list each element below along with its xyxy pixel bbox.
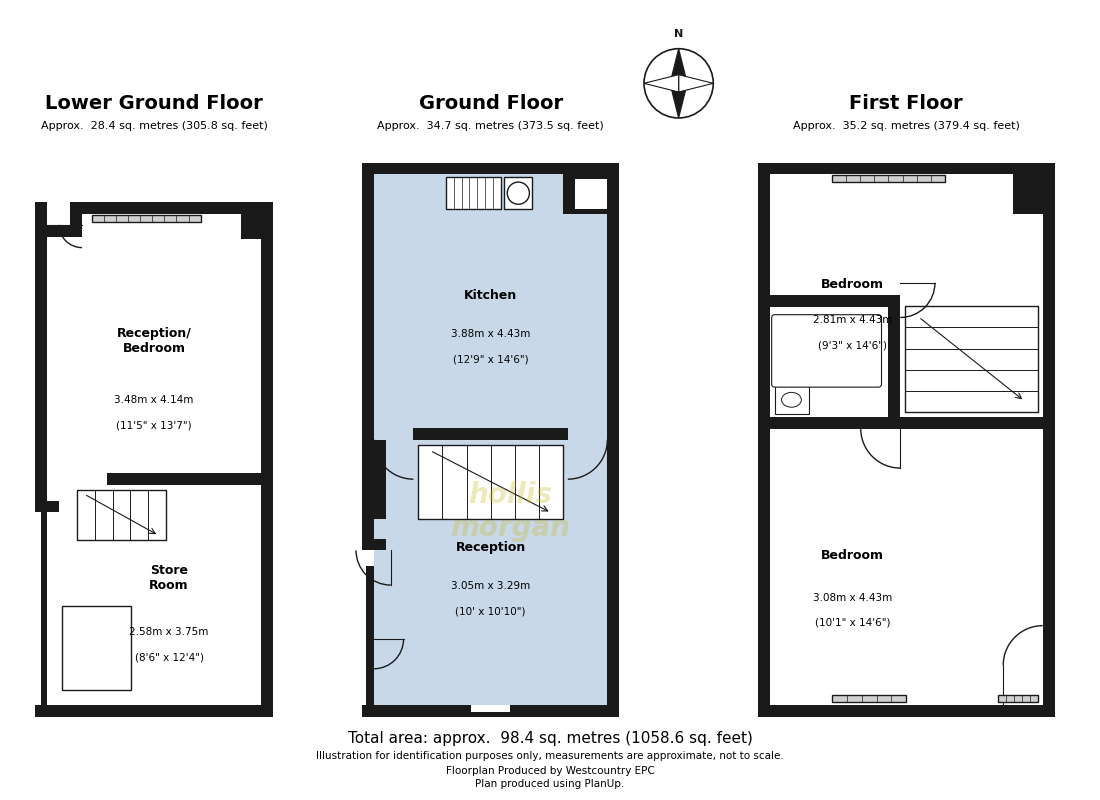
- Circle shape: [644, 49, 713, 118]
- Bar: [770, 174, 1043, 705]
- Bar: [832, 695, 906, 702]
- Bar: [447, 178, 500, 209]
- Bar: [374, 428, 414, 439]
- Bar: [47, 474, 261, 485]
- Text: (10'1" x 14'6"): (10'1" x 14'6"): [815, 618, 891, 627]
- Bar: [770, 294, 900, 306]
- Text: Ground Floor: Ground Floor: [419, 94, 563, 113]
- Text: (11'5" x 13'7"): (11'5" x 13'7"): [117, 421, 192, 431]
- Text: Bedroom: Bedroom: [822, 550, 884, 562]
- Text: Approx.  28.4 sq. metres (305.8 sq. feet): Approx. 28.4 sq. metres (305.8 sq. feet): [41, 121, 267, 131]
- Ellipse shape: [776, 347, 800, 359]
- Text: 3.05m x 3.29m: 3.05m x 3.29m: [451, 582, 530, 591]
- Bar: [574, 179, 607, 209]
- Text: Reception: Reception: [455, 541, 526, 554]
- Bar: [505, 178, 532, 209]
- Text: 3.08m x 4.43m: 3.08m x 4.43m: [813, 593, 892, 602]
- Bar: [568, 428, 607, 439]
- Bar: [35, 202, 70, 237]
- Text: 3.48m x 4.14m: 3.48m x 4.14m: [114, 395, 194, 405]
- Bar: [770, 417, 1043, 429]
- Bar: [47, 214, 261, 705]
- Bar: [607, 384, 619, 450]
- Text: (12'9" x 14'6"): (12'9" x 14'6"): [453, 354, 528, 364]
- Text: Approx.  34.7 sq. metres (373.5 sq. feet): Approx. 34.7 sq. metres (373.5 sq. feet): [377, 121, 604, 131]
- Text: Bedroom: Bedroom: [822, 278, 884, 291]
- FancyBboxPatch shape: [772, 314, 881, 387]
- Text: First Floor: First Floor: [849, 94, 964, 113]
- Text: Lower Ground Floor: Lower Ground Floor: [45, 94, 263, 113]
- Polygon shape: [679, 74, 713, 92]
- Bar: [374, 439, 384, 464]
- Bar: [91, 215, 200, 222]
- Text: (9'3" x 14'6"): (9'3" x 14'6"): [818, 340, 888, 350]
- Bar: [889, 294, 900, 429]
- Bar: [447, 178, 500, 209]
- Polygon shape: [670, 49, 688, 83]
- Ellipse shape: [782, 392, 802, 407]
- Bar: [471, 705, 510, 717]
- Bar: [1043, 351, 1055, 395]
- Text: (8'6" x 12'4"): (8'6" x 12'4"): [134, 653, 204, 662]
- Bar: [758, 162, 1055, 717]
- Text: Floorplan Produced by Westcountry EPC: Floorplan Produced by Westcountry EPC: [446, 766, 654, 776]
- Bar: [35, 202, 273, 717]
- Bar: [374, 428, 607, 439]
- Bar: [362, 162, 619, 717]
- Text: hollis
morgan: hollis morgan: [450, 482, 571, 542]
- Text: (10' x 10'10"): (10' x 10'10"): [455, 606, 526, 616]
- Circle shape: [507, 182, 529, 204]
- Text: N: N: [674, 29, 683, 39]
- Bar: [374, 439, 386, 518]
- Bar: [35, 202, 47, 237]
- Bar: [47, 474, 107, 485]
- Text: Approx.  35.2 sq. metres (379.4 sq. feet): Approx. 35.2 sq. metres (379.4 sq. feet): [793, 121, 1020, 131]
- Text: 3.88m x 4.43m: 3.88m x 4.43m: [451, 330, 530, 339]
- Ellipse shape: [776, 356, 800, 390]
- Bar: [362, 538, 374, 705]
- Bar: [70, 202, 81, 237]
- Bar: [362, 538, 386, 550]
- Bar: [905, 306, 1038, 412]
- Bar: [241, 214, 273, 238]
- Bar: [999, 695, 1038, 702]
- Text: 2.58m x 3.75m: 2.58m x 3.75m: [130, 626, 209, 637]
- Text: Total area: approx.  98.4 sq. metres (1058.6 sq. feet): Total area: approx. 98.4 sq. metres (105…: [348, 731, 752, 746]
- Bar: [563, 174, 619, 214]
- Text: Illustration for identification purposes only, measurements are approximate, not: Illustration for identification purposes…: [316, 751, 784, 762]
- Text: Plan produced using PlanUp.: Plan produced using PlanUp.: [475, 779, 625, 789]
- Bar: [42, 513, 47, 705]
- Bar: [774, 386, 810, 414]
- Polygon shape: [644, 74, 679, 92]
- Bar: [35, 501, 47, 705]
- Bar: [362, 445, 374, 473]
- Bar: [365, 566, 374, 705]
- Polygon shape: [670, 83, 688, 118]
- Bar: [47, 225, 70, 237]
- Bar: [471, 712, 510, 717]
- Bar: [1013, 174, 1055, 214]
- Text: 2.81m x 4.43m: 2.81m x 4.43m: [813, 315, 892, 326]
- Bar: [832, 175, 945, 182]
- Bar: [77, 490, 166, 539]
- Bar: [374, 174, 607, 705]
- Bar: [62, 606, 131, 690]
- Text: Reception/
Bedroom: Reception/ Bedroom: [117, 327, 191, 355]
- Bar: [35, 501, 59, 513]
- Text: Kitchen: Kitchen: [464, 289, 517, 302]
- Bar: [418, 445, 563, 518]
- Text: Store
Room: Store Room: [150, 564, 189, 592]
